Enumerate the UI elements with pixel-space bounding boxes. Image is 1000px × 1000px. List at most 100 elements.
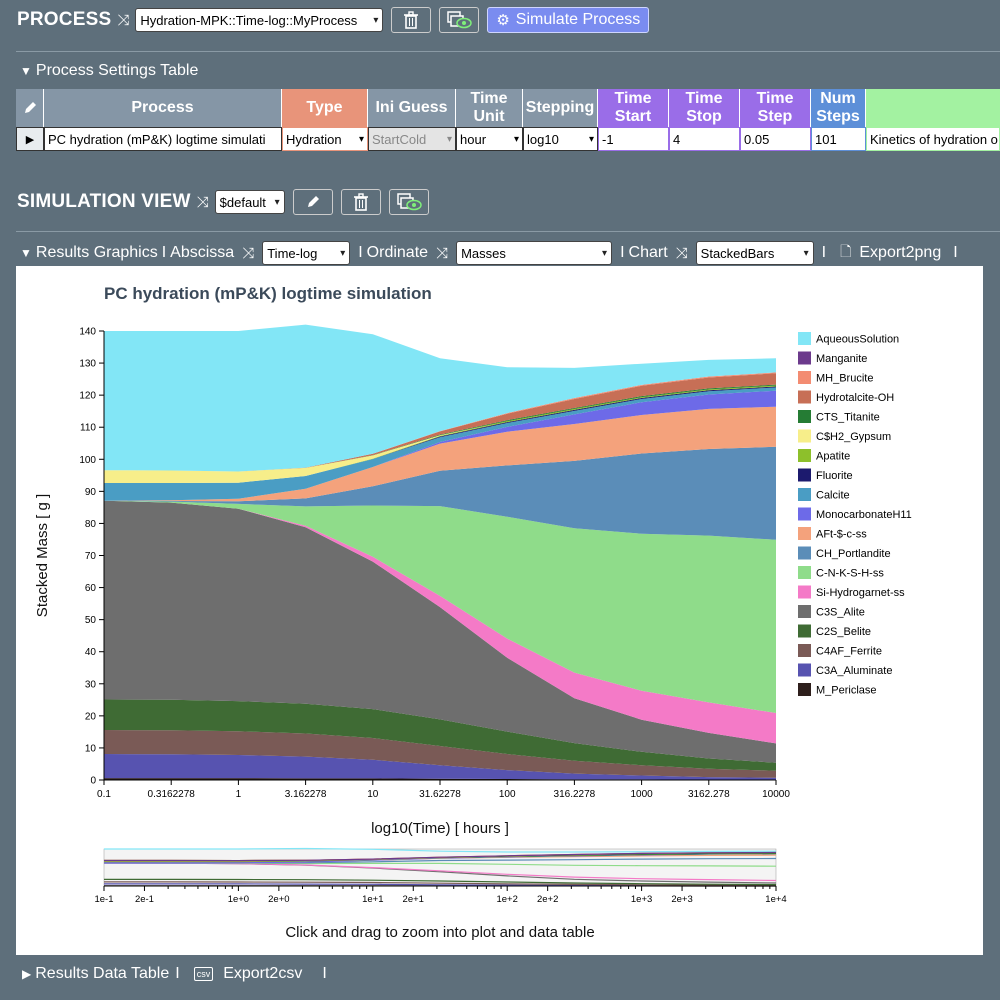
shuffle-icon[interactable]: ⤨ — [196, 193, 209, 211]
column-type[interactable]: Type — [282, 89, 368, 127]
view-copy-button[interactable] — [388, 189, 429, 215]
legend-label: C-N-K-S-H-ss — [816, 568, 884, 580]
collapse-triangle-icon: ▼ — [20, 64, 32, 78]
results-graphics-label: Results Graphics — [35, 244, 158, 261]
y-axis-label: Stacked Mass [ g ] — [34, 494, 51, 617]
export-png-icon[interactable]: 🗋 — [840, 243, 852, 259]
cell-stepping-value: log10 — [527, 131, 559, 147]
separator: I — [953, 244, 958, 261]
series-area-C4AF_Ferrite — [104, 730, 776, 778]
legend-swatch — [798, 488, 811, 501]
legend-swatch — [798, 390, 811, 404]
column-time-stop[interactable]: Time Stop — [669, 89, 740, 127]
series-area-C3A_Aluminate — [104, 754, 776, 780]
process-select[interactable]: Hydration-MPK::Time-log::MyProcess ▾ — [135, 8, 384, 32]
separator: I — [161, 244, 167, 261]
abscissa-select[interactable]: Time-log ▾ — [262, 241, 351, 265]
chart-type-select[interactable]: StackedBars ▾ — [695, 241, 814, 265]
pencil-icon — [307, 196, 319, 207]
cell-time-unit-value: hour — [460, 131, 487, 147]
legend-swatch — [798, 546, 811, 560]
chevron-down-icon: ▾ — [446, 133, 452, 145]
cell-time-unit-select[interactable]: hour ▾ — [456, 127, 523, 151]
simulation-view-select-value: $default — [219, 194, 266, 210]
row-expand-button[interactable]: ▶ — [16, 127, 44, 151]
cell-time-step-input[interactable]: 0.05 — [740, 127, 811, 151]
legend-label: Manganite — [816, 353, 867, 365]
view-process-button[interactable] — [439, 7, 480, 33]
cell-stepping-select[interactable]: log10 ▾ — [523, 127, 598, 151]
series-area-Calcite — [104, 387, 776, 501]
cell-ini-guess-select[interactable]: StartCold ▾ — [368, 127, 456, 151]
cell-time-stop-input[interactable]: 4 — [669, 127, 740, 151]
simulation-view-select[interactable]: $default ▾ — [214, 190, 285, 214]
column-description[interactable] — [866, 89, 1000, 127]
collapse-triangle-icon[interactable]: ▼ — [20, 246, 32, 260]
series-area-C3S_Alite — [104, 500, 776, 763]
settings-section[interactable]: ▼ Process Settings Table — [20, 60, 198, 82]
legend-swatch — [798, 624, 811, 638]
chart-panel[interactable]: PC hydration (mP&K) logtime simulation 0… — [16, 266, 983, 955]
overview-tick-label: 1e+3 — [631, 894, 652, 905]
x-tick-label: 316.2278 — [554, 789, 596, 800]
series-area-MonocarbonateH11 — [104, 390, 776, 501]
shuffle-icon[interactable]: ⤨ — [675, 244, 688, 262]
overview-tick-label: 1e+0 — [228, 894, 249, 905]
series-area-C$H2_Gypsum — [104, 385, 776, 483]
cell-time-start-input[interactable]: -1 — [598, 127, 669, 151]
expand-triangle-icon[interactable]: ▶ — [22, 967, 32, 981]
legend-swatch — [798, 644, 811, 657]
cell-process[interactable]: PC hydration (mP&K) logtime simulati — [44, 127, 282, 151]
edit-view-button[interactable] — [292, 189, 333, 215]
legend-swatch — [798, 468, 811, 482]
simulate-process-button[interactable]: ⚙ Simulate Process — [487, 7, 650, 33]
abscissa-label: Abscissa — [170, 244, 235, 261]
shuffle-icon[interactable]: ⤨ — [242, 244, 255, 262]
separator: I — [620, 244, 625, 261]
results-data-table-label[interactable]: Results Data Table — [35, 965, 170, 982]
y-tick-label: 0 — [90, 776, 96, 787]
csv-file-icon[interactable]: csv — [193, 967, 214, 981]
legend-swatch — [798, 663, 811, 677]
column-time-start[interactable]: Time Start — [598, 89, 669, 127]
export-csv-button[interactable]: Export2csv — [223, 965, 303, 982]
copy-eye-icon — [447, 11, 473, 29]
process-title: PROCESS — [17, 9, 112, 30]
settings-section-label: Process Settings Table — [35, 62, 199, 79]
overview-line-C4AF_Ferrite — [104, 881, 777, 886]
legend-label: Apatite — [816, 451, 850, 463]
edit-column-header[interactable] — [16, 89, 44, 127]
delete-process-button[interactable] — [391, 7, 432, 33]
cell-num-steps-input[interactable]: 101 — [811, 127, 866, 151]
column-ini-guess[interactable]: Ini Guess — [368, 89, 456, 127]
shuffle-icon[interactable]: ⤨ — [117, 11, 130, 29]
delete-view-button[interactable] — [340, 189, 381, 215]
chevron-down-icon: ▾ — [588, 133, 594, 145]
series-area-CH_Portlandite — [104, 446, 776, 540]
column-process[interactable]: Process — [44, 89, 282, 127]
column-time-step[interactable]: Time Step — [740, 89, 811, 127]
legend-swatch — [798, 585, 811, 599]
cell-type-select[interactable]: Hydration ▾ — [282, 127, 368, 151]
chart-title: PC hydration (mP&K) logtime simulation — [104, 284, 432, 303]
overview-tick-label: 1e+2 — [496, 894, 517, 905]
x-tick-label: 0.3162278 — [148, 789, 196, 800]
legend-label: M_Periclase — [816, 685, 877, 697]
legend-label: AFt-$-c-ss — [816, 529, 867, 541]
process-select-value: Hydration-MPK::Time-log::MyProcess — [140, 12, 358, 28]
overview-tick-label: 1e+1 — [362, 894, 383, 905]
legend-swatch — [798, 507, 811, 521]
shuffle-icon[interactable]: ⤨ — [436, 244, 449, 262]
column-time-unit[interactable]: Time Unit — [456, 89, 523, 127]
y-tick-label: 20 — [85, 711, 97, 722]
legend-label: MH_Brucite — [816, 373, 873, 385]
overview-tick-label: 1e+4 — [765, 894, 786, 905]
ordinate-select[interactable]: Masses ▾ — [456, 241, 613, 265]
column-stepping[interactable]: Stepping — [523, 89, 598, 127]
process-settings-table: Process Type Ini Guess Time Unit Steppin… — [16, 89, 1000, 151]
cell-description-input[interactable]: Kinetics of hydration o — [866, 127, 1000, 151]
export-png-button[interactable]: Export2png — [859, 244, 942, 261]
column-num-steps[interactable]: Num Steps — [811, 89, 866, 127]
ordinate-label: Ordinate — [366, 244, 429, 261]
